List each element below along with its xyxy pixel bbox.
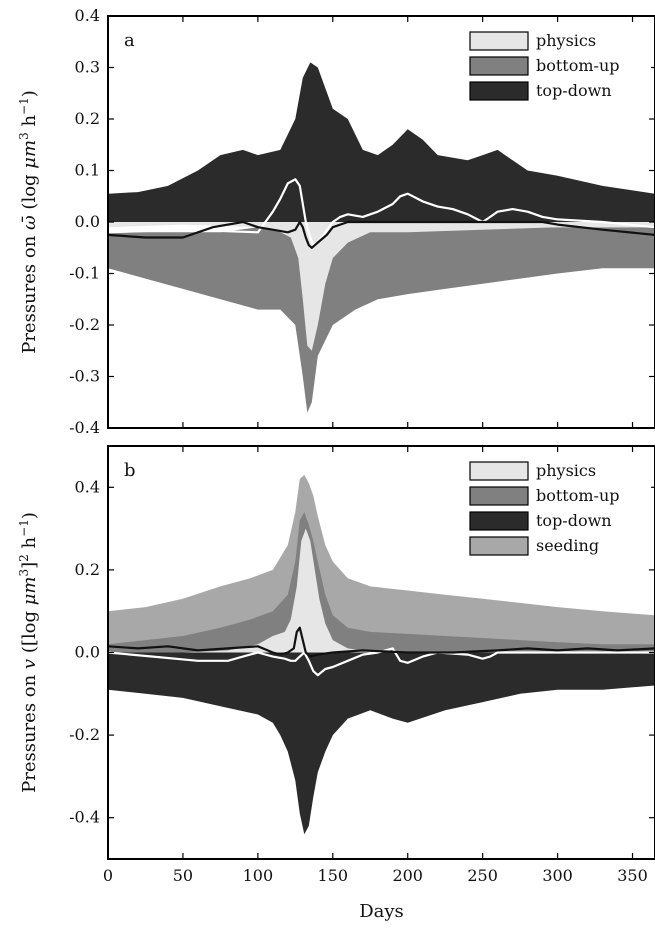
white-line <box>108 647 655 677</box>
x-tick-label: 300 <box>542 866 573 885</box>
band-bottom-up <box>108 227 655 413</box>
panel-b: -0.4 -0.2 0.0 0.2 0.4 0 50 100 150 200 250 300 350 b P… <box>17 445 655 922</box>
x-axis-title: Days <box>359 901 404 922</box>
legend-swatch <box>469 511 529 531</box>
y-tick-label: 0.4 <box>75 6 100 25</box>
x-tick-label: 50 <box>173 866 193 885</box>
legend-label: bottom-up <box>536 56 620 75</box>
y-tick-label: -0.2 <box>69 725 100 744</box>
band-seeding <box>108 474 655 653</box>
white-line <box>108 178 655 247</box>
plot-area <box>108 474 655 835</box>
legend-swatch <box>469 536 529 556</box>
y-axis-title: Pressures on v ([log μm3]2 h−1) <box>17 512 40 793</box>
legend-label: seeding <box>536 536 599 555</box>
legend-swatch <box>469 81 529 101</box>
legend-label: bottom-up <box>536 486 620 505</box>
legend-swatch <box>469 56 529 76</box>
x-tick-label: 150 <box>318 866 349 885</box>
band-top-down <box>108 62 655 223</box>
legend-label: top-down <box>536 81 612 100</box>
legend-swatch <box>469 461 529 481</box>
legend-label: physics <box>536 461 596 480</box>
black-line <box>108 626 655 658</box>
legend: physics bottom-up top-down seeding <box>468 456 651 562</box>
x-tick-label: 200 <box>392 866 423 885</box>
y-tick-label: -0.4 <box>69 418 100 437</box>
y-tick-label: -0.1 <box>69 264 100 283</box>
legend-swatch <box>469 486 529 506</box>
black-line <box>108 220 655 249</box>
y-tick-label: -0.2 <box>69 315 100 334</box>
legend: physics bottom-up top-down <box>468 26 651 107</box>
plot-area <box>108 62 655 413</box>
x-tick-label: 350 <box>617 866 648 885</box>
legend-label: top-down <box>536 511 612 530</box>
panel-label: a <box>124 30 135 51</box>
y-tick-label: 0.0 <box>75 212 100 231</box>
y-tick-label: 0.1 <box>75 161 100 180</box>
panel-label: b <box>124 460 136 481</box>
y-tick-label: 0.4 <box>75 477 100 496</box>
band-bottom-up <box>108 512 655 653</box>
band-top-down <box>108 652 655 835</box>
y-tick-label: -0.3 <box>69 367 100 386</box>
y-tick-label: 0.2 <box>75 109 100 128</box>
y-tick-label: 0.2 <box>75 560 100 579</box>
x-tick-label: 250 <box>467 866 498 885</box>
legend-label: physics <box>536 31 596 50</box>
y-tick-label: 0.3 <box>75 58 100 77</box>
y-tick-label: 0.0 <box>75 643 100 662</box>
legend-swatch <box>469 31 529 51</box>
x-tick-label: 100 <box>243 866 274 885</box>
x-tick-label: 0 <box>103 866 113 885</box>
panel-a: -0.4 -0.3 -0.2 -0.1 0.0 0.1 0.2 0.3 0.4 a Pressure… <box>17 6 655 437</box>
y-axis-title: Pressures on ω̄ (log μm3 h−1) <box>17 90 40 354</box>
y-tick-label: -0.4 <box>69 808 100 827</box>
